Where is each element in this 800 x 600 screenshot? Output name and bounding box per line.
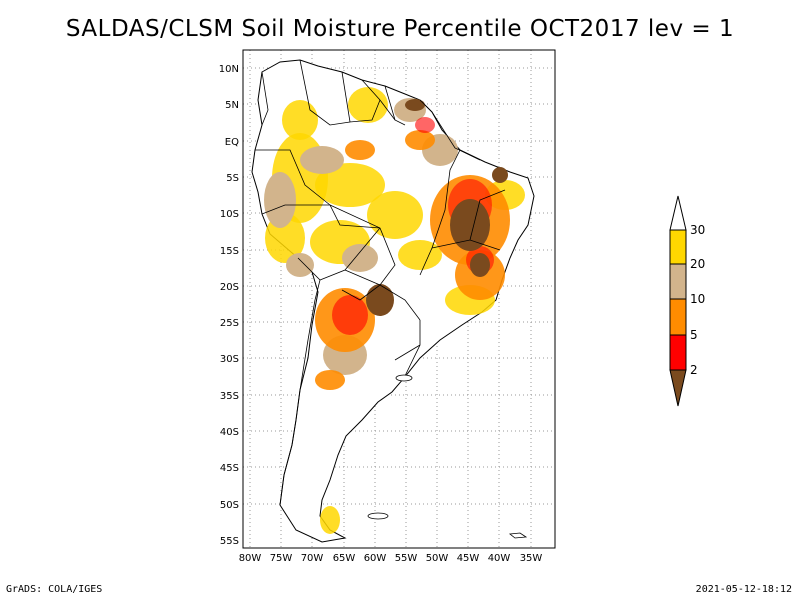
lat-label: 55S: [220, 536, 239, 547]
longitude-labels: 80W 75W 70W 65W 60W 55W 50W 45W 40W 35W: [239, 553, 543, 564]
footer-credit: GrADS: COLA/IGES: [6, 584, 103, 595]
lon-label: 75W: [270, 553, 293, 564]
lat-label: 5S: [226, 173, 239, 184]
lon-label: 60W: [364, 553, 387, 564]
lat-label: 15S: [220, 246, 239, 257]
latitude-labels: 10N 5N EQ 5S 10S 15S 20S 25S 30S 35S 40S…: [219, 64, 239, 547]
lat-label: 10S: [220, 209, 239, 220]
islands: [367, 374, 528, 539]
lon-label: 70W: [301, 553, 324, 564]
lon-label: 50W: [426, 553, 449, 564]
colorbar: [669, 195, 687, 407]
colorbar-labels: 30 20 10 5 2: [690, 223, 705, 377]
lat-label: 25S: [220, 318, 239, 329]
percentile-shading: [264, 87, 525, 534]
lat-label: 10N: [219, 64, 239, 75]
lat-label: 30S: [220, 354, 239, 365]
colorbar-5-10: [669, 298, 687, 336]
colorbar-20-30: [669, 229, 687, 265]
colorbar-label: 10: [690, 292, 705, 306]
lon-label: 35W: [520, 553, 543, 564]
colorbar-above-30: [669, 195, 687, 231]
colorbar-10-20: [669, 263, 687, 300]
lat-label: 35S: [220, 391, 239, 402]
lat-label: 50S: [220, 500, 239, 511]
map-title: SALDAS/CLSM Soil Moisture Percentile OCT…: [65, 16, 735, 42]
footer-timestamp: 2021-05-12-18:12: [695, 584, 792, 595]
lat-label: 5N: [225, 100, 239, 111]
colorbar-label: 2: [690, 363, 698, 377]
map-frame: [242, 49, 556, 549]
colorbar-label: 5: [690, 328, 698, 342]
lat-label: 45S: [220, 463, 239, 474]
lon-label: 80W: [239, 553, 262, 564]
colorbar-2-5: [669, 334, 687, 371]
colorbar-label: 30: [690, 223, 705, 237]
lon-label: 55W: [395, 553, 418, 564]
colorbar-label: 20: [690, 257, 705, 271]
lon-label: 40W: [488, 553, 511, 564]
country-borders: [255, 59, 506, 506]
colorbar-below-2: [669, 369, 687, 407]
lat-label: 40S: [220, 427, 239, 438]
lat-label: 20S: [220, 282, 239, 293]
lon-label: 65W: [333, 553, 356, 564]
lat-label: EQ: [225, 137, 239, 148]
lon-label: 45W: [457, 553, 480, 564]
